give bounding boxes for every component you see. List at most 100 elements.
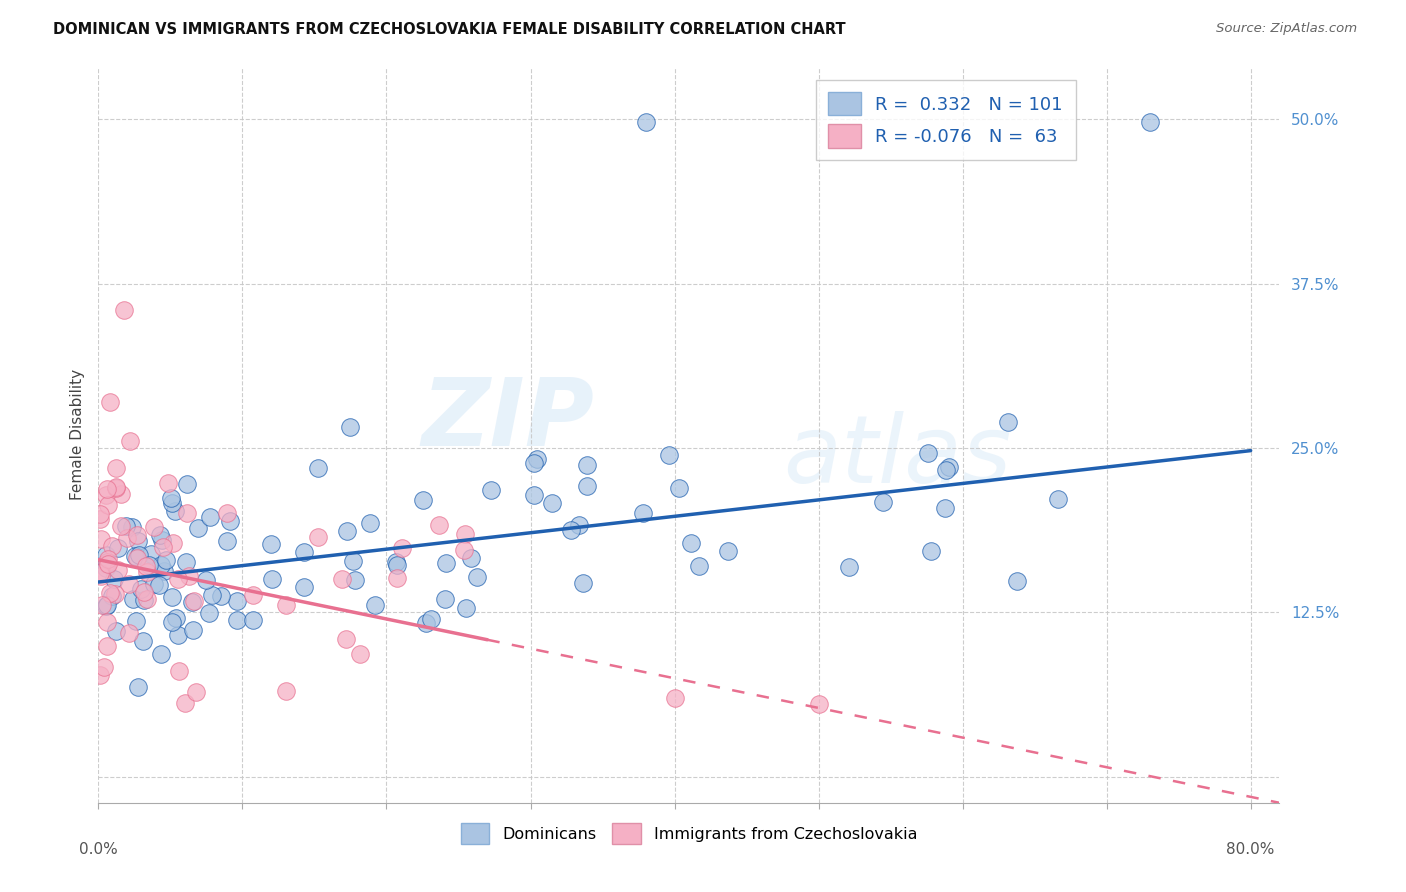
Point xyxy=(97,498,120,512)
Point xyxy=(658,448,681,462)
Point xyxy=(174,555,197,569)
Point xyxy=(138,558,160,572)
Point xyxy=(935,463,957,477)
Point xyxy=(105,480,128,494)
Point xyxy=(872,495,894,509)
Point xyxy=(127,533,149,548)
Point xyxy=(142,576,165,591)
Point xyxy=(118,577,141,591)
Point xyxy=(94,561,117,575)
Point xyxy=(339,420,361,434)
Point xyxy=(89,667,111,681)
Point xyxy=(148,577,170,591)
Point xyxy=(107,563,129,577)
Point xyxy=(181,595,204,609)
Point xyxy=(187,521,209,535)
Point xyxy=(112,303,135,318)
Point xyxy=(183,624,205,638)
Point xyxy=(93,660,115,674)
Point xyxy=(1139,115,1161,129)
Point xyxy=(162,536,184,550)
Point xyxy=(572,575,595,590)
Point xyxy=(150,533,173,547)
Point xyxy=(174,696,197,710)
Point xyxy=(335,632,357,646)
Point xyxy=(89,512,111,526)
Point xyxy=(415,615,437,630)
Point xyxy=(427,518,450,533)
Point xyxy=(363,598,385,612)
Point xyxy=(122,592,145,607)
Point xyxy=(385,558,408,572)
Point xyxy=(104,460,127,475)
Point xyxy=(162,496,184,510)
Point xyxy=(110,519,132,533)
Point xyxy=(155,553,177,567)
Point xyxy=(96,555,118,569)
Point xyxy=(150,558,173,572)
Point xyxy=(160,491,183,506)
Text: 80.0%: 80.0% xyxy=(1226,842,1275,856)
Point xyxy=(454,527,477,541)
Point xyxy=(385,571,408,585)
Point xyxy=(688,559,710,574)
Point xyxy=(105,624,128,638)
Point xyxy=(360,516,382,531)
Point xyxy=(127,551,149,566)
Point xyxy=(465,570,488,584)
Point xyxy=(541,495,564,509)
Point xyxy=(160,615,183,630)
Text: ZIP: ZIP xyxy=(422,374,595,467)
Point xyxy=(934,501,956,516)
Point xyxy=(89,566,111,581)
Point xyxy=(90,569,112,583)
Point xyxy=(917,445,939,459)
Point xyxy=(96,599,118,613)
Point xyxy=(94,557,117,571)
Point xyxy=(330,572,353,586)
Point xyxy=(167,664,190,678)
Point xyxy=(1007,574,1029,588)
Point xyxy=(141,547,163,561)
Point xyxy=(568,517,591,532)
Point xyxy=(107,541,129,555)
Point xyxy=(523,456,546,470)
Point xyxy=(162,590,184,604)
Point xyxy=(143,520,166,534)
Point xyxy=(1047,491,1070,506)
Point xyxy=(129,582,152,596)
Point xyxy=(136,566,159,580)
Point xyxy=(103,572,125,586)
Point xyxy=(163,503,186,517)
Point xyxy=(128,548,150,562)
Point xyxy=(292,580,315,594)
Point xyxy=(225,594,247,608)
Point xyxy=(260,572,283,586)
Point xyxy=(118,626,141,640)
Point xyxy=(124,549,146,563)
Point xyxy=(96,482,118,496)
Point xyxy=(260,537,283,551)
Point xyxy=(664,690,686,705)
Point xyxy=(100,539,122,553)
Point xyxy=(997,415,1019,429)
Point xyxy=(149,647,172,661)
Legend: Dominicans, Immigrants from Czechoslovakia: Dominicans, Immigrants from Czechoslovak… xyxy=(454,817,924,850)
Point xyxy=(460,550,482,565)
Point xyxy=(121,520,143,534)
Point xyxy=(110,487,132,501)
Text: 0.0%: 0.0% xyxy=(79,842,118,856)
Point xyxy=(120,434,142,449)
Point xyxy=(101,590,124,604)
Text: DOMINICAN VS IMMIGRANTS FROM CZECHOSLOVAKIA FEMALE DISABILITY CORRELATION CHART: DOMINICAN VS IMMIGRANTS FROM CZECHOSLOVA… xyxy=(53,22,846,37)
Point xyxy=(115,531,138,545)
Point xyxy=(634,115,657,129)
Point xyxy=(307,530,329,544)
Point xyxy=(136,592,159,607)
Point xyxy=(97,557,120,571)
Point xyxy=(132,585,155,599)
Point xyxy=(209,589,232,603)
Point xyxy=(453,542,475,557)
Point xyxy=(479,483,502,498)
Point xyxy=(292,544,315,558)
